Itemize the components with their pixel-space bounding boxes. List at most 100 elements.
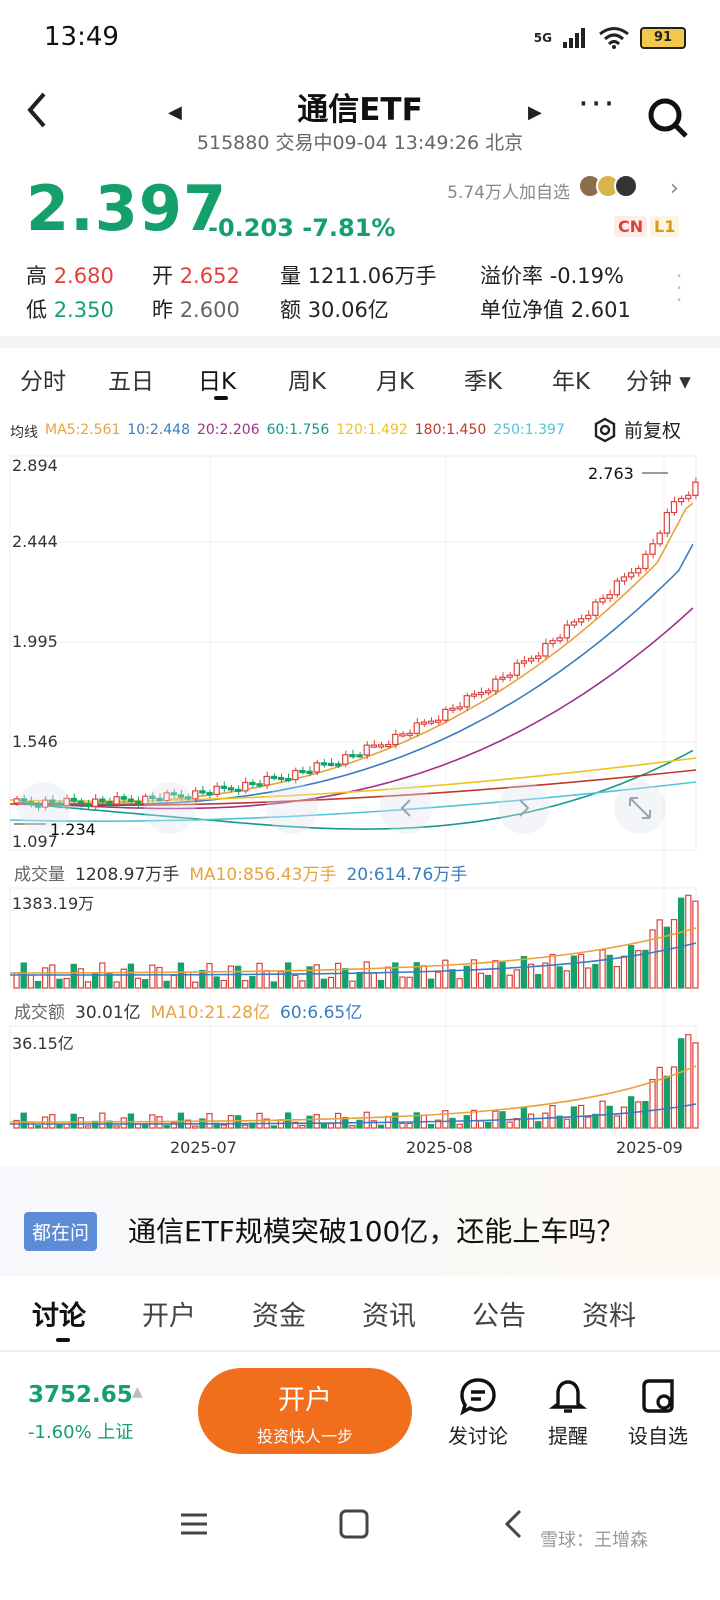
- next-stock-button[interactable]: ▶: [528, 102, 542, 123]
- amount-bar: [542, 1112, 549, 1129]
- amount-bar: [306, 1115, 313, 1129]
- candle-body: [656, 532, 663, 545]
- volume-bar: [306, 966, 313, 989]
- metric-prev-close: 昨 2.600: [152, 298, 240, 322]
- amount-bars: [9, 1034, 699, 1129]
- volume-bar: [620, 955, 628, 989]
- index-change[interactable]: -1.60% 上证: [28, 1422, 134, 1443]
- volume-bar: [549, 953, 556, 989]
- candle-body: [27, 800, 35, 805]
- candle-body: [642, 553, 649, 570]
- tab-news[interactable]: 资讯: [362, 1301, 416, 1332]
- candle-body: [342, 754, 349, 765]
- volume-bar: [406, 976, 413, 989]
- tab-profile[interactable]: 资料: [582, 1301, 636, 1332]
- ma-line: [13, 502, 694, 805]
- open-account-button[interactable]: 开户 投资快人一步: [198, 1368, 412, 1454]
- back-button[interactable]: [24, 90, 50, 140]
- volume-bar: [284, 962, 292, 989]
- tab-monthly-k[interactable]: 月K: [376, 369, 415, 395]
- metric-high: 高 2.680: [26, 264, 114, 288]
- volume-bar: [456, 978, 463, 989]
- volume-bar: [613, 965, 620, 989]
- candle-body: [535, 655, 542, 660]
- ma-item-120: 120:1.492: [336, 422, 408, 438]
- chevron-right-icon[interactable]: ›: [670, 176, 679, 201]
- question-tag: 都在问: [24, 1212, 98, 1251]
- page-title: 通信ETF: [297, 92, 423, 128]
- candle-body: [370, 744, 378, 748]
- alert-button[interactable]: 提醒: [528, 1372, 608, 1449]
- amount-bar: [642, 1101, 649, 1129]
- candle-body: [227, 787, 235, 791]
- candle-body: [92, 798, 99, 807]
- avatar: [614, 174, 638, 198]
- candle-body: [34, 803, 42, 808]
- amount-bar: [227, 1115, 235, 1129]
- tab-announcements[interactable]: 公告: [472, 1301, 526, 1332]
- amount-bar: [377, 1124, 385, 1129]
- adjust-toggle[interactable]: 前复权: [592, 416, 681, 443]
- candle-body: [199, 790, 206, 794]
- home-icon[interactable]: [338, 1508, 370, 1540]
- volume-bar: [470, 959, 478, 989]
- candle-body: [242, 781, 249, 792]
- tab-intraday[interactable]: 分时: [20, 369, 66, 395]
- prev-stock-button[interactable]: ◀: [168, 102, 182, 123]
- candle-body: [134, 800, 142, 805]
- back-nav-icon[interactable]: [498, 1508, 530, 1540]
- followers-count[interactable]: 5.74万人加自选: [447, 183, 570, 203]
- ma-item-20: 20:2.206: [196, 422, 260, 438]
- volume-bar: [642, 949, 649, 989]
- tab-yearly-k[interactable]: 年K: [552, 369, 591, 395]
- ma-item-180: 180:1.450: [414, 422, 487, 438]
- candle-body: [449, 707, 456, 711]
- candle-body: [585, 614, 592, 620]
- question-card[interactable]: 都在问 通信ETF规模突破100亿，还能上车吗？: [0, 1166, 720, 1276]
- volume-bar: [263, 970, 270, 989]
- tab-five-day[interactable]: 五日: [108, 369, 154, 395]
- volume-bar: [342, 968, 349, 989]
- adjust-label: 前复权: [624, 420, 682, 442]
- settings-icon: [594, 417, 616, 442]
- expand-handle[interactable]: · · ·: [676, 264, 683, 312]
- kline-chart[interactable]: [0, 448, 720, 1168]
- volume-ma20: 20:614.76万手: [346, 865, 468, 885]
- volume-bar: [227, 965, 235, 989]
- amount-bar: [142, 1124, 149, 1129]
- tab-open-account[interactable]: 开户: [142, 1301, 196, 1332]
- volume-bar: [685, 894, 692, 989]
- tab-minute[interactable]: 分钟 ▾: [626, 369, 691, 395]
- tab-discussion[interactable]: 讨论: [32, 1301, 86, 1332]
- search-button[interactable]: [646, 96, 690, 144]
- amount-bar: [27, 1121, 35, 1129]
- amount-bar: [242, 1124, 249, 1129]
- post-discussion-button[interactable]: 发讨论: [438, 1372, 518, 1449]
- tab-weekly-k[interactable]: 周K: [288, 369, 327, 395]
- tab-funds[interactable]: 资金: [252, 1301, 306, 1332]
- index-value[interactable]: 3752.65: [28, 1382, 133, 1408]
- volume-bar: [520, 956, 528, 989]
- volume-bar: [492, 960, 499, 989]
- tab-daily-k[interactable]: 日K: [198, 369, 237, 395]
- candle-body: [692, 481, 699, 496]
- volume-ma10: MA10:856.43万手: [189, 865, 337, 885]
- volume-bar: [220, 979, 227, 989]
- tab-quarterly-k[interactable]: 季K: [464, 369, 503, 395]
- volume-bar: [192, 981, 199, 989]
- ma-line: [9, 781, 697, 822]
- chart-nav-circle: [380, 782, 432, 834]
- amount-bar: [535, 1121, 542, 1129]
- menu-icon[interactable]: [178, 1508, 210, 1540]
- add-watchlist-button[interactable]: 设自选: [618, 1372, 698, 1449]
- more-button[interactable]: ···: [578, 84, 617, 124]
- amount-bar: [606, 1105, 613, 1129]
- amount-bar: [170, 1121, 177, 1129]
- amount-bar: [356, 1119, 363, 1129]
- ma-item-60: 60:1.756: [266, 422, 330, 438]
- candle-body: [163, 792, 170, 802]
- volume-bar: [627, 944, 635, 989]
- amount-bar: [220, 1124, 227, 1129]
- volume-bar: [670, 918, 678, 989]
- candle-body: [442, 708, 449, 721]
